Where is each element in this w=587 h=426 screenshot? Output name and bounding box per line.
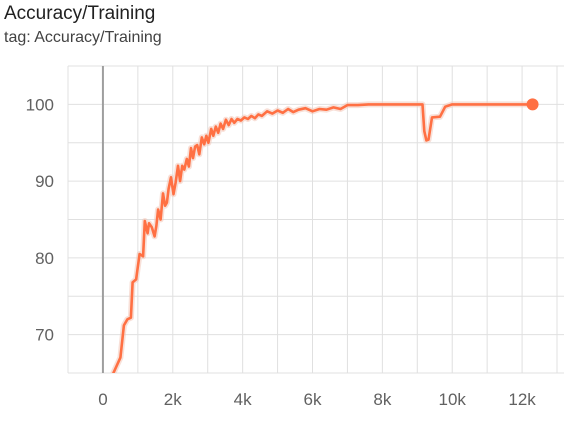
x-tick-label: 0: [98, 390, 107, 409]
series-0-raw-shadow: [113, 104, 532, 373]
x-tick-label: 8k: [373, 390, 391, 409]
y-tick-label: 90: [35, 172, 54, 191]
x-tick-label: 12k: [508, 390, 536, 409]
x-tick-label: 4k: [234, 390, 252, 409]
series-0-line[interactable]: [113, 104, 532, 373]
x-tick-label: 2k: [164, 390, 182, 409]
y-tick-label: 80: [35, 249, 54, 268]
series-0-end-point[interactable]: [527, 98, 539, 110]
y-tick-label: 100: [26, 95, 54, 114]
y-tick-label: 70: [35, 326, 54, 345]
x-tick-label: 10k: [439, 390, 467, 409]
x-tick-label: 6k: [304, 390, 322, 409]
